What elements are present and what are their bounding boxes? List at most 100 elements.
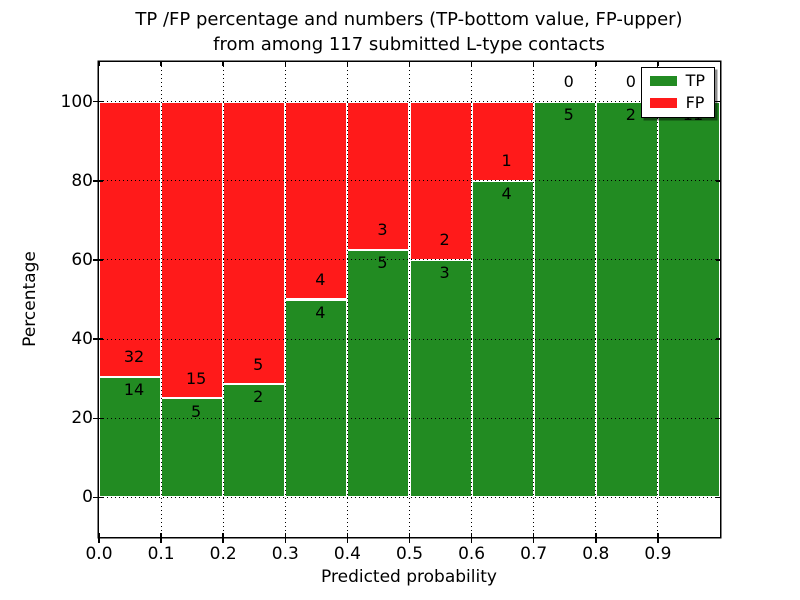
bar-tp-segment	[99, 376, 162, 498]
y-gridline	[99, 496, 720, 498]
plot-area: 0.0 0.1 0.2 0.3 0.4 0.5 0.6 0.7 0.8 0.9 0 20 40 60 80 1…	[61, 61, 721, 564]
bar-fp-segment	[99, 101, 162, 377]
x-tick-mark	[98, 533, 100, 543]
y-tick-mark	[93, 417, 103, 419]
y-tick-mark	[93, 100, 103, 103]
y-tick-label: 20	[71, 408, 93, 429]
legend: TP FP	[640, 67, 715, 118]
x-tick-mark	[408, 533, 411, 543]
x-tick-mark	[595, 533, 597, 543]
x-tick-mark	[470, 533, 473, 543]
bar-fp-segment	[347, 101, 410, 251]
x-tick-label: 0.1	[147, 544, 175, 564]
y-tick-mark	[716, 100, 721, 103]
annotation-fp-count: 4	[315, 269, 326, 289]
annotation-fp-count: 1	[501, 150, 512, 170]
y-tick-mark	[716, 259, 721, 261]
x-gridline	[409, 62, 410, 537]
annotation-tp-count: 4	[501, 183, 512, 203]
x-tick-label: 0.9	[644, 544, 672, 564]
annotation-tp-count: 14	[123, 380, 145, 399]
annotation-tp-count: 5	[377, 253, 388, 273]
chart-title-line2: from among 117 submitted L-type contacts	[213, 34, 605, 55]
x-tick-mark	[346, 61, 349, 66]
y-tick-label: 0	[82, 487, 93, 508]
annotation-tp-count: 5	[563, 104, 574, 124]
y-gridline	[99, 259, 720, 261]
x-tick-mark	[532, 533, 535, 543]
bar-tp-segment	[223, 384, 286, 498]
chart-title: TP /FP percentage and numbers (TP-bottom…	[135, 7, 682, 57]
legend-item-tp: TP	[649, 71, 705, 90]
annotation-fp-count: 3	[377, 220, 388, 240]
x-tick-label: 0.3	[271, 544, 299, 564]
annotation-fp-count: 0	[625, 71, 636, 91]
y-gridline	[99, 338, 720, 340]
x-tick-label: 0.8	[582, 544, 610, 564]
x-tick-label: 0.0	[85, 544, 113, 564]
bar-fp-segment	[471, 101, 534, 181]
bar-tp-segment	[657, 101, 720, 498]
bar-fp-segment	[285, 101, 348, 300]
x-tick-mark	[470, 61, 473, 66]
x-gridline	[657, 62, 659, 537]
annotation-fp-count: 15	[185, 368, 207, 388]
x-gridline	[533, 62, 535, 537]
annotation-tp-count: 5	[191, 401, 202, 421]
x-tick-mark	[595, 61, 597, 66]
bar-tp-segment	[595, 101, 658, 498]
x-tick-label: 0.6	[458, 544, 486, 564]
x-gridline	[284, 62, 286, 537]
x-axis-label: Predicted probability	[321, 567, 497, 587]
y-tick-mark	[716, 496, 721, 499]
legend-label-fp: FP	[685, 93, 705, 112]
y-gridline	[99, 180, 720, 182]
y-axis-label: Percentage	[20, 251, 40, 347]
bar-fp-segment	[223, 101, 286, 385]
y-tick-mark	[93, 259, 103, 261]
bar-tp-segment	[161, 398, 224, 498]
x-tick-mark	[657, 61, 659, 66]
x-tick-mark	[98, 61, 100, 66]
x-gridline	[595, 62, 597, 537]
x-tick-mark	[408, 61, 411, 66]
y-tick-mark	[93, 180, 103, 182]
y-tick-label: 40	[71, 329, 93, 350]
annotation-fp-count: 32	[123, 347, 145, 367]
chart-title-line1: TP /FP percentage and numbers (TP-bottom…	[135, 9, 683, 30]
x-tick-mark	[284, 533, 287, 543]
x-tick-mark	[346, 533, 349, 543]
legend-label-tp: TP	[685, 71, 705, 90]
bar-fp-segment	[161, 101, 224, 399]
x-tick-label: 0.4	[333, 544, 361, 564]
x-gridline	[222, 62, 224, 537]
y-tick-mark	[93, 496, 103, 499]
annotation-fp-count: 2	[439, 230, 450, 250]
annotation-tp-count: 3	[439, 262, 450, 282]
x-tick-label: 0.7	[520, 544, 548, 564]
legend-item-fp: FP	[649, 93, 705, 112]
bar-tp-segment	[347, 250, 410, 498]
x-gridline	[160, 62, 162, 537]
y-tick-label: 100	[60, 91, 93, 112]
y-tick-label: 60	[71, 249, 93, 270]
y-gridline	[99, 101, 720, 103]
y-tick-label: 80	[71, 170, 93, 191]
legend-swatch-tp-icon	[649, 76, 677, 86]
annotation-tp-count: 2	[253, 387, 264, 407]
x-tick-mark	[657, 533, 659, 543]
y-tick-mark	[93, 338, 103, 340]
x-tick-mark	[160, 61, 162, 66]
x-tick-label: 0.2	[209, 544, 237, 564]
x-tick-mark	[532, 61, 535, 66]
x-tick-label: 0.5	[395, 544, 424, 564]
legend-swatch-fp-icon	[649, 98, 677, 108]
bar-tp-segment	[533, 101, 596, 498]
y-tick-mark	[716, 338, 721, 340]
x-gridline	[346, 62, 348, 537]
y-gridline	[99, 417, 720, 419]
y-tick-mark	[716, 180, 721, 182]
bar-tp-segment	[285, 299, 348, 498]
x-tick-mark	[222, 61, 224, 66]
